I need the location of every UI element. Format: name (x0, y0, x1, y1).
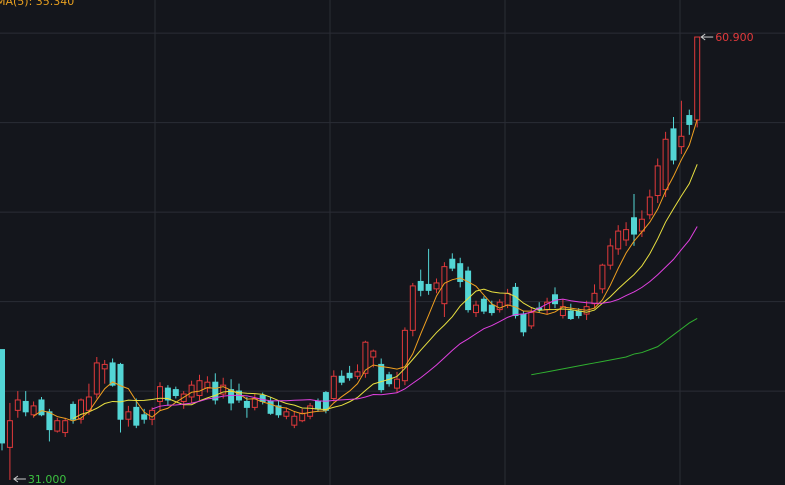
candle-body (54, 420, 61, 432)
candle-body (188, 384, 195, 398)
annotation-arrowhead (13, 475, 19, 483)
candle-body (394, 378, 400, 389)
candle-body (449, 258, 456, 269)
candle-body (78, 399, 84, 420)
candle-body (528, 312, 535, 327)
candle-body (204, 381, 211, 389)
candle-body (631, 217, 637, 235)
candle-body (599, 264, 606, 290)
candle-body (46, 411, 53, 431)
candle-body (512, 286, 519, 317)
candle-body (212, 381, 219, 401)
candle-body (409, 285, 416, 331)
candle-body (654, 165, 661, 197)
candle-body (504, 292, 511, 306)
candle-body (141, 414, 148, 420)
candle-body (575, 310, 582, 317)
candle-body (567, 310, 574, 319)
candle-body (670, 128, 677, 161)
candle-body (172, 389, 179, 397)
candle-body (678, 135, 685, 148)
candle-body (133, 406, 140, 426)
annotation-label: 60.900 (715, 31, 754, 44)
candle-body (315, 400, 321, 410)
candle-body (370, 350, 377, 358)
candle-body (243, 400, 250, 408)
candle-body (441, 266, 448, 305)
candle-body (465, 270, 472, 311)
candle-body (607, 245, 614, 266)
candle-body (362, 341, 369, 374)
candle-body (0, 349, 5, 444)
candle-body (85, 396, 92, 411)
candle-body (473, 304, 479, 314)
candle-body (125, 411, 132, 420)
candle-body (14, 399, 21, 411)
candle-body (694, 36, 701, 121)
candle-body (686, 115, 693, 125)
candle-body (433, 282, 440, 290)
candle-body (6, 420, 13, 448)
candle-body (267, 400, 274, 414)
ma-line (151, 226, 698, 410)
ma-line (72, 164, 698, 420)
candle-body (117, 363, 124, 420)
candle-body (591, 292, 598, 305)
candle-body (417, 280, 424, 291)
candle-body (496, 301, 503, 311)
ma-line (531, 318, 698, 376)
candle-body (378, 363, 385, 391)
annotation-arrowhead (700, 33, 706, 41)
candle-body (70, 403, 77, 420)
candle-body (157, 386, 163, 402)
candle-body (346, 372, 353, 379)
candle-body (22, 400, 29, 413)
candle-body (662, 138, 669, 191)
candle-body (109, 362, 116, 386)
candle-body (615, 230, 622, 250)
candle-body (149, 409, 156, 420)
candle-body (228, 389, 235, 404)
candle-body (338, 375, 345, 383)
candle-body (259, 395, 266, 402)
candle-body (401, 329, 408, 382)
candle-body (30, 405, 37, 416)
indicator-label: MA(5): 35.340 (0, 0, 74, 8)
candle-body (220, 384, 227, 395)
candle-body (299, 412, 306, 422)
candle-body (457, 263, 464, 282)
candle-body (354, 371, 361, 377)
ma-line (33, 119, 698, 422)
candle-body (425, 283, 432, 291)
candle-body (196, 380, 203, 397)
candle-body (101, 363, 108, 370)
candle-body (164, 387, 171, 401)
candle-body (275, 405, 282, 416)
candle-body (62, 420, 69, 434)
candle-body (283, 411, 290, 417)
candle-body (291, 415, 298, 426)
candle-body (307, 405, 314, 417)
candle-body (646, 196, 653, 216)
candle-body (480, 298, 487, 312)
candle-body (638, 218, 645, 232)
candle-body (38, 399, 45, 416)
candle-body (330, 375, 337, 399)
annotation-label: 31.000 (28, 473, 67, 485)
candle-body (488, 304, 495, 314)
candle-body (93, 362, 100, 395)
candle-body (623, 229, 630, 241)
candle-body (552, 294, 558, 305)
candle-body (520, 313, 527, 333)
